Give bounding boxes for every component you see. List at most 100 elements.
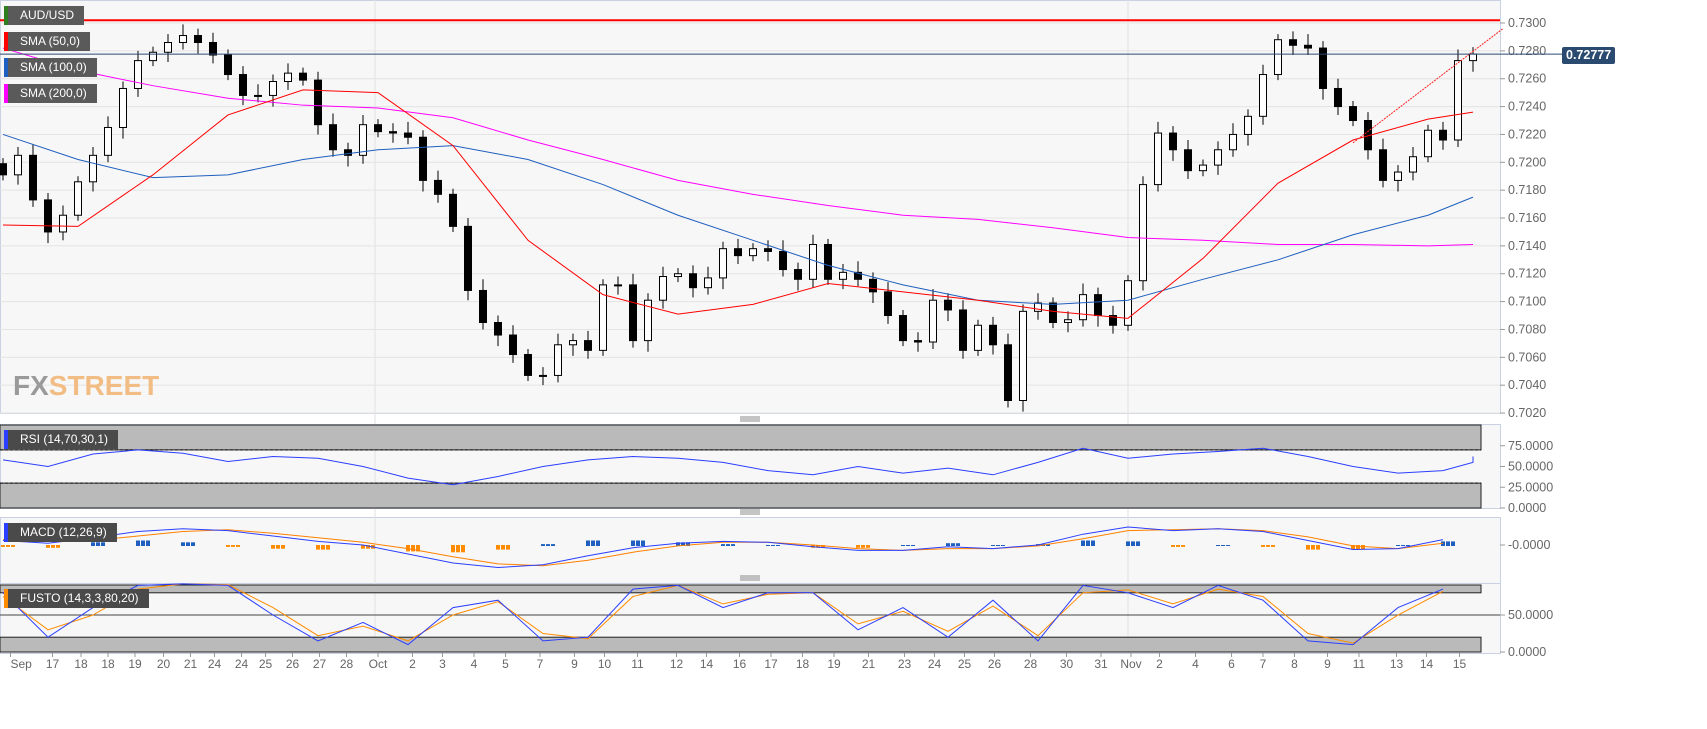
rsi-tick-label: 50.0000: [1508, 460, 1553, 474]
stoch-overbought-zone: [0, 584, 1482, 594]
x-tick-label: 31: [1094, 657, 1108, 671]
macd-histogram-bar: [1446, 541, 1450, 546]
x-tick-label: 21: [862, 657, 876, 671]
x-tick-label: 30: [1060, 657, 1074, 671]
candle-bullish: [1079, 294, 1087, 321]
candle-bullish: [1409, 156, 1417, 173]
stoch-oversold-zone: [0, 636, 1482, 653]
macd-histogram-bar: [411, 545, 415, 552]
candle-bullish: [179, 35, 187, 44]
candle-bullish: [1034, 302, 1042, 312]
x-tick-label: 24: [208, 657, 222, 671]
candle-bullish: [1229, 133, 1237, 151]
current-price-tag: 0.72777: [1562, 47, 1616, 64]
macd-histogram-bar: [1001, 545, 1005, 546]
macd-histogram-bar: [951, 543, 955, 546]
macd-tick-label: -0.0000: [1508, 538, 1550, 552]
x-tick-label: 11: [631, 657, 644, 671]
x-tick-label: 7: [1260, 657, 1267, 671]
candle-bullish: [674, 273, 682, 278]
candle-bullish: [1139, 184, 1147, 282]
macd-histogram-bar: [451, 545, 455, 553]
candle-bullish: [539, 374, 547, 377]
candle-bearish: [854, 271, 862, 280]
candle-bullish: [1124, 280, 1132, 326]
rsi-tick-label: 75.0000: [1508, 439, 1553, 453]
candle-bullish: [554, 344, 562, 376]
candle-bearish: [44, 199, 52, 233]
x-tick-label: 14: [1420, 657, 1434, 671]
x-tick-label: 25: [958, 657, 972, 671]
legend-symbol[interactable]: AUD/USD: [4, 6, 85, 25]
macd-histogram-bar: [316, 545, 320, 550]
macd-histogram-bar: [726, 544, 730, 546]
candle-bearish: [884, 291, 892, 317]
candle-bullish: [149, 51, 157, 62]
macd-histogram-bar: [866, 545, 870, 548]
macd-histogram-bar: [686, 542, 690, 546]
candle-bearish: [734, 248, 742, 257]
candle-bullish: [119, 87, 127, 128]
rsi-tick-label: 0.0000: [1508, 501, 1546, 515]
macd-histogram-bar: [271, 545, 275, 549]
x-tick-label: 9: [1324, 657, 1331, 671]
candle-bearish: [374, 124, 382, 133]
candle-bullish: [1469, 53, 1477, 62]
candle-bullish: [719, 248, 727, 279]
candle-bearish: [1184, 149, 1192, 172]
macd-histogram-bar: [226, 545, 230, 547]
candle-bearish: [1349, 106, 1357, 122]
x-tick-label: 13: [1390, 657, 1404, 671]
x-tick-label: 21: [184, 657, 198, 671]
macd-histogram-bar: [186, 542, 190, 546]
x-tick-label: 19: [128, 657, 142, 671]
macd-histogram-bar: [501, 545, 505, 550]
macd-histogram-bar: [1, 545, 5, 547]
legend-sma100[interactable]: SMA (100,0): [4, 58, 97, 77]
x-tick-label: 28: [1024, 657, 1038, 671]
y-tick-label: 0.7120: [1508, 267, 1546, 281]
x-tick-label: 5: [502, 657, 509, 671]
macd-histogram-bar: [321, 545, 325, 550]
macd-histogram-bar: [1306, 545, 1310, 550]
candle-bearish: [689, 273, 697, 289]
candle-bullish: [749, 248, 757, 257]
macd-histogram-bar: [326, 545, 330, 550]
legend-sma200[interactable]: SMA (200,0): [4, 84, 97, 103]
macd-histogram-bar: [101, 542, 105, 546]
macd-histogram-bar: [1401, 545, 1405, 546]
candle-bearish: [1304, 44, 1312, 49]
legend-stoch[interactable]: FUSTO (14,3,3,80,20): [4, 589, 149, 608]
macd-histogram-bar: [911, 545, 915, 546]
x-tick-label: 3: [439, 657, 446, 671]
x-tick-label: 17: [46, 657, 60, 671]
macd-histogram-bar: [1226, 545, 1230, 546]
y-tick-label: 0.7260: [1508, 72, 1546, 86]
macd-histogram-bar: [496, 545, 500, 550]
x-tick-label: 2: [1156, 657, 1163, 671]
legend-sma50[interactable]: SMA (50,0): [4, 32, 91, 51]
x-tick-label: 23: [898, 657, 912, 671]
x-tick-label: 2: [409, 657, 416, 671]
macd-histogram-bar: [546, 544, 550, 546]
macd-histogram-bar: [596, 540, 600, 546]
legend-macd[interactable]: MACD (12,26,9): [4, 523, 117, 542]
macd-histogram-bar: [856, 545, 860, 548]
candle-bearish: [299, 72, 307, 81]
candle-bullish: [134, 60, 142, 89]
candle-bullish: [164, 42, 172, 53]
x-tick-label: 4: [471, 657, 478, 671]
candle-bearish: [779, 250, 787, 271]
macd-histogram-bar: [1351, 545, 1355, 550]
candle-bearish: [449, 193, 457, 227]
y-tick-label: 0.7060: [1508, 350, 1546, 364]
x-tick-label: 25: [259, 657, 273, 671]
macd-histogram-bar: [1271, 545, 1275, 547]
macd-histogram-bar: [676, 542, 680, 546]
candle-bullish: [1064, 319, 1072, 323]
stoch-d-line: [2, 583, 1444, 644]
legend-rsi[interactable]: RSI (14,70,30,1): [4, 430, 119, 449]
macd-histogram-bar: [51, 545, 55, 548]
candle-bullish: [974, 324, 982, 351]
